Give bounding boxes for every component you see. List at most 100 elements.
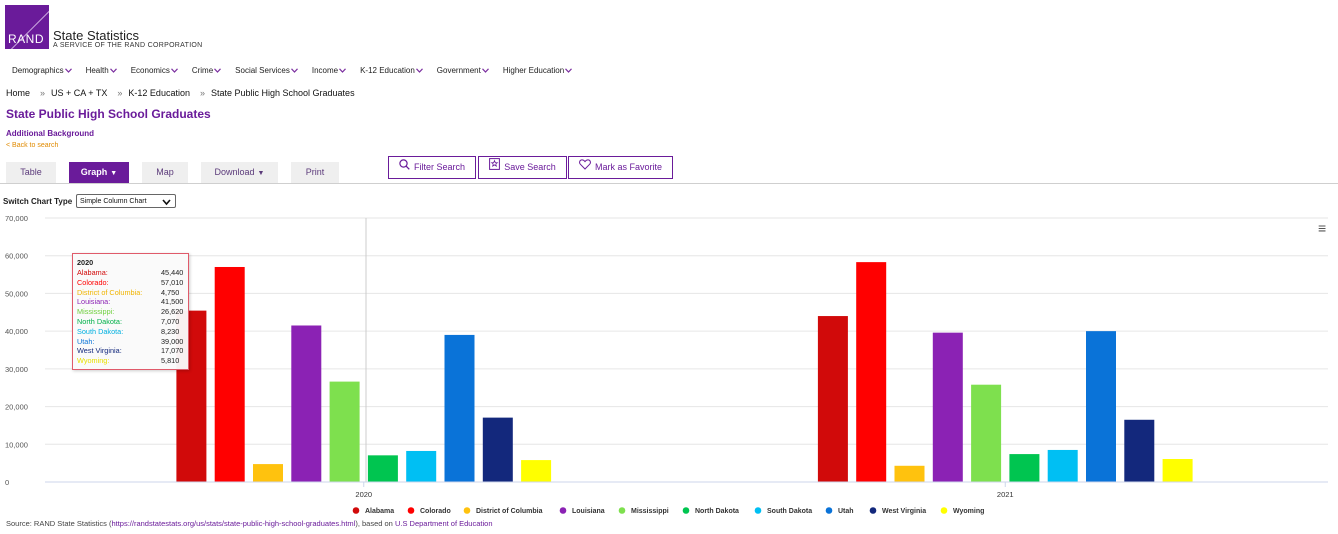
legend-item-label[interactable]: District of Columbia [476, 508, 543, 515]
bar[interactable] [817, 316, 848, 482]
source-agency-link[interactable]: U.S Department of Education [394, 519, 493, 528]
bar[interactable] [971, 384, 1002, 482]
nav-item-income[interactable]: Income [311, 66, 347, 75]
tab-print[interactable]: Print [291, 162, 339, 183]
y-tick-label: 60,000 [5, 252, 28, 261]
chevron-down-icon [170, 66, 178, 75]
bar[interactable] [932, 332, 963, 482]
legend-item-label[interactable]: Louisiana [572, 508, 605, 515]
tab-download-label: Download [214, 167, 255, 177]
legend-item-label[interactable]: Alabama [365, 508, 394, 515]
breadcrumb-separator: » [40, 88, 46, 98]
tooltip-series-value: 17,070 [161, 346, 184, 356]
bar[interactable] [894, 465, 925, 482]
back-to-search-link[interactable]: < Back to search [6, 142, 59, 149]
nav-item-economics[interactable]: Economics [131, 66, 178, 75]
breadcrumb: Home » US + CA + TX » K-12 Education » State P… [6, 88, 355, 98]
nav-item-higher-education[interactable]: Higher Education [503, 66, 573, 75]
nav-item-label: Health [85, 66, 109, 75]
breadcrumb-k12-education[interactable]: K-12 Education [128, 88, 190, 98]
bookmark-star-icon [489, 157, 501, 178]
bar[interactable] [482, 417, 513, 482]
column-chart: 0 10,000 20,000 30,000 40,000 50,000 60,000 70,… [5, 214, 1328, 515]
legend-item-label[interactable]: South Dakota [767, 508, 812, 515]
tooltip-row: North Dakota: 7,070 [77, 317, 184, 327]
nav-item-government[interactable]: Government [437, 66, 489, 75]
chevron-down-icon [64, 66, 72, 75]
tooltip-series-name: Alabama: [77, 268, 108, 277]
breadcrumb-home[interactable]: Home [6, 88, 31, 98]
tab-table[interactable]: Table [6, 162, 56, 183]
legend-item-label[interactable]: West Virginia [882, 508, 926, 515]
bar[interactable] [406, 450, 437, 482]
chart-menu-icon[interactable]: ≡ [1318, 220, 1327, 236]
chevron-down-icon [415, 66, 423, 75]
tooltip-row: Wyoming: 5,810 [77, 356, 184, 366]
bar[interactable] [214, 266, 245, 482]
tooltip-series-value: 8,230 [161, 326, 180, 336]
nav-item-demographics[interactable]: Demographics [12, 66, 72, 75]
x-tick-label: 2021 [997, 490, 1014, 499]
tooltip-series-name: Mississippi: [77, 307, 115, 317]
nav-item-label: Income [311, 66, 339, 75]
mark-as-favorite-button[interactable]: Mark as Favorite [568, 156, 673, 179]
legend-item-label[interactable]: North Dakota [695, 508, 739, 515]
bar[interactable] [1047, 449, 1078, 482]
nav-item-crime[interactable]: Crime [192, 66, 222, 75]
chevron-down-icon [565, 66, 573, 75]
legend-item-label[interactable]: Wyoming [953, 508, 984, 515]
mark-as-favorite-label: Mark as Favorite [594, 162, 663, 172]
bar[interactable] [1086, 331, 1116, 482]
tooltip-row: Mississippi: 26,620 [77, 307, 184, 317]
chart-type-select[interactable]: Simple Column Chart [76, 194, 176, 208]
nav-item-health[interactable]: Health [86, 66, 117, 75]
page-title: State Public High School Graduates [6, 107, 211, 121]
bar[interactable] [367, 455, 398, 482]
tooltip-series-name: Utah: [77, 336, 95, 346]
legend-item-label[interactable]: Colorado [420, 508, 451, 515]
bar[interactable] [1009, 454, 1040, 482]
additional-background-link[interactable]: Additional Background [6, 129, 94, 138]
tooltip-series-name: Wyoming: [77, 356, 110, 366]
legend-item-label[interactable]: Utah [838, 508, 854, 515]
tooltip-series-value: 57,010 [161, 277, 184, 287]
filter-search-button[interactable]: Filter Search [388, 156, 476, 179]
rand-logo[interactable]: RAND [5, 5, 49, 49]
tooltip-series-value: 7,070 [161, 316, 180, 326]
tooltip-series-name: District of Columbia: [77, 287, 143, 297]
source-prefix: Source: RAND State Statistics ( [6, 519, 112, 528]
tab-map[interactable]: Map [142, 162, 188, 183]
nav-item-k-12-education[interactable]: K-12 Education [360, 66, 423, 75]
bar[interactable] [1124, 419, 1155, 482]
chevron-down-icon [339, 66, 347, 75]
switch-chart-type-label: Switch Chart Type [3, 197, 73, 206]
tooltip-series-name: North Dakota: [77, 316, 123, 326]
tooltip-row: Utah: 39,000 [77, 337, 184, 347]
tab-download[interactable]: Download ▼ [201, 162, 278, 183]
tab-graph-label: Graph [80, 167, 108, 177]
nav-item-social-services[interactable]: Social Services [235, 66, 298, 75]
save-search-button[interactable]: Save Search [478, 156, 567, 179]
nav-item-label: Economics [130, 66, 170, 75]
bar[interactable] [444, 334, 475, 482]
bar[interactable] [291, 325, 322, 482]
bar[interactable] [521, 460, 552, 482]
bar[interactable] [329, 381, 360, 482]
tooltip-series-value: 41,500 [161, 297, 184, 307]
save-search-label: Save Search [504, 162, 556, 172]
y-tick-label: 70,000 [5, 214, 28, 223]
tooltip-series-name: West Virginia: [77, 346, 122, 356]
tooltip-series-value: 45,440 [161, 268, 184, 277]
heart-icon [579, 157, 591, 178]
search-icon [399, 157, 410, 178]
bar[interactable] [1162, 458, 1193, 482]
tooltip-series-name: South Dakota: [77, 326, 124, 336]
bar[interactable] [856, 262, 887, 482]
breadcrumb-separator: » [199, 88, 205, 98]
y-tick-label: 10,000 [5, 440, 28, 449]
legend-item-label[interactable]: Mississippi [631, 508, 669, 515]
tab-graph[interactable]: Graph ▼ [69, 162, 129, 183]
bar[interactable] [253, 464, 283, 482]
source-url-link[interactable]: https://randstatestats.org/us/stats/stat… [111, 519, 356, 528]
breadcrumb-us-ca-tx[interactable]: US + CA + TX [51, 88, 108, 98]
